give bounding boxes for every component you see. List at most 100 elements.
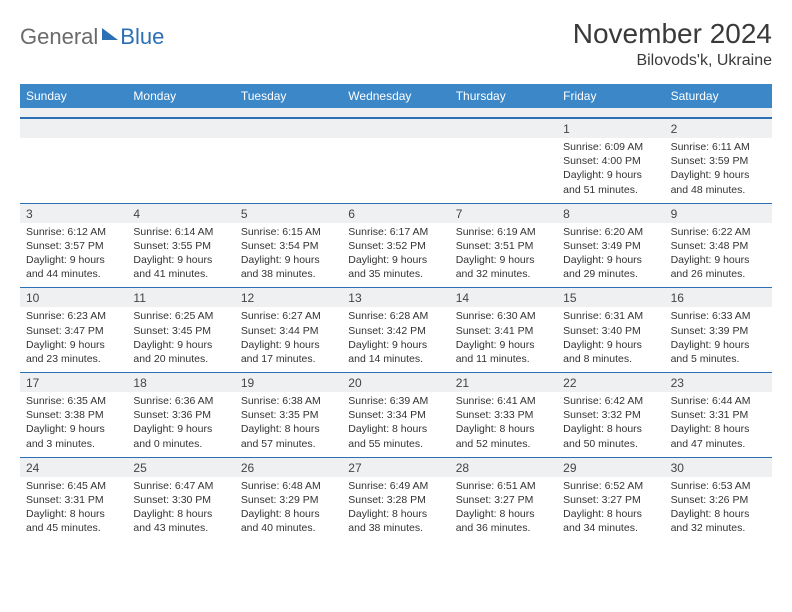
dow-thursday: Thursday (450, 84, 557, 108)
day-number: 12 (235, 287, 342, 307)
day-number: 10 (20, 287, 127, 307)
day-number: 20 (342, 372, 449, 392)
daylight-text: Daylight: 9 hours and 5 minutes. (671, 338, 766, 366)
sunrise-text: Sunrise: 6:49 AM (348, 479, 443, 493)
day-info: Sunrise: 6:45 AMSunset: 3:31 PMDaylight:… (20, 477, 127, 542)
sunset-text: Sunset: 3:31 PM (26, 493, 121, 507)
sunrise-text: Sunrise: 6:31 AM (563, 309, 658, 323)
day-info: Sunrise: 6:53 AMSunset: 3:26 PMDaylight:… (665, 477, 772, 542)
sunset-text: Sunset: 3:54 PM (241, 239, 336, 253)
day-number: 27 (342, 457, 449, 477)
day-number: 9 (665, 203, 772, 223)
day-number: 5 (235, 203, 342, 223)
sunset-text: Sunset: 3:40 PM (563, 324, 658, 338)
month-title: November 2024 (573, 18, 772, 50)
daynum-row: 3456789 (20, 203, 772, 223)
day-number: 3 (20, 203, 127, 223)
sunrise-text: Sunrise: 6:17 AM (348, 225, 443, 239)
daylight-text: Daylight: 8 hours and 32 minutes. (671, 507, 766, 535)
day-info: Sunrise: 6:33 AMSunset: 3:39 PMDaylight:… (665, 307, 772, 372)
day-info (235, 138, 342, 203)
sunset-text: Sunset: 4:00 PM (563, 154, 658, 168)
day-info: Sunrise: 6:35 AMSunset: 3:38 PMDaylight:… (20, 392, 127, 457)
day-info: Sunrise: 6:31 AMSunset: 3:40 PMDaylight:… (557, 307, 664, 372)
sunset-text: Sunset: 3:27 PM (563, 493, 658, 507)
day-number (235, 118, 342, 138)
day-number: 18 (127, 372, 234, 392)
sunrise-text: Sunrise: 6:48 AM (241, 479, 336, 493)
daylight-text: Daylight: 8 hours and 52 minutes. (456, 422, 551, 450)
daylight-text: Daylight: 8 hours and 38 minutes. (348, 507, 443, 535)
day-info: Sunrise: 6:30 AMSunset: 3:41 PMDaylight:… (450, 307, 557, 372)
spacer-row (20, 108, 772, 118)
day-info (127, 138, 234, 203)
sunset-text: Sunset: 3:59 PM (671, 154, 766, 168)
day-number: 16 (665, 287, 772, 307)
sunset-text: Sunset: 3:30 PM (133, 493, 228, 507)
sunset-text: Sunset: 3:34 PM (348, 408, 443, 422)
daylight-text: Daylight: 8 hours and 36 minutes. (456, 507, 551, 535)
dow-sunday: Sunday (20, 84, 127, 108)
sunset-text: Sunset: 3:27 PM (456, 493, 551, 507)
info-row: Sunrise: 6:35 AMSunset: 3:38 PM Daylight:… (20, 392, 772, 457)
day-info: Sunrise: 6:14 AMSunset: 3:55 PMDaylight:… (127, 223, 234, 288)
logo-text-general: General (20, 24, 98, 50)
dow-wednesday: Wednesday (342, 84, 449, 108)
location: Bilovods'k, Ukraine (573, 52, 772, 70)
sunset-text: Sunset: 3:57 PM (26, 239, 121, 253)
day-number: 26 (235, 457, 342, 477)
daylight-text: Daylight: 9 hours and 8 minutes. (563, 338, 658, 366)
day-info: Sunrise: 6:15 AMSunset: 3:54 PMDaylight:… (235, 223, 342, 288)
day-info: Sunrise: 6:39 AMSunset: 3:34 PMDaylight:… (342, 392, 449, 457)
sunrise-text: Sunrise: 6:14 AM (133, 225, 228, 239)
sunset-text: Sunset: 3:33 PM (456, 408, 551, 422)
day-info: Sunrise: 6:52 AMSunset: 3:27 PMDaylight:… (557, 477, 664, 542)
sunrise-text: Sunrise: 6:33 AM (671, 309, 766, 323)
sunrise-text: Sunrise: 6:42 AM (563, 394, 658, 408)
daylight-text: Daylight: 8 hours and 47 minutes. (671, 422, 766, 450)
daylight-text: Daylight: 9 hours and 51 minutes. (563, 168, 658, 196)
sunrise-text: Sunrise: 6:52 AM (563, 479, 658, 493)
day-number: 13 (342, 287, 449, 307)
day-info: Sunrise: 6:42 AMSunset: 3:32 PMDaylight:… (557, 392, 664, 457)
daylight-text: Daylight: 9 hours and 17 minutes. (241, 338, 336, 366)
daylight-text: Daylight: 8 hours and 55 minutes. (348, 422, 443, 450)
daylight-text: Daylight: 8 hours and 45 minutes. (26, 507, 121, 535)
daynum-row: 17181920212223 (20, 372, 772, 392)
sunrise-text: Sunrise: 6:20 AM (563, 225, 658, 239)
sunset-text: Sunset: 3:29 PM (241, 493, 336, 507)
sunrise-text: Sunrise: 6:35 AM (26, 394, 121, 408)
day-number: 24 (20, 457, 127, 477)
daylight-text: Daylight: 9 hours and 23 minutes. (26, 338, 121, 366)
sunset-text: Sunset: 3:45 PM (133, 324, 228, 338)
sunset-text: Sunset: 3:38 PM (26, 408, 121, 422)
daynum-row: 24252627282930 (20, 457, 772, 477)
daylight-text: Daylight: 9 hours and 41 minutes. (133, 253, 228, 281)
daylight-text: Daylight: 9 hours and 35 minutes. (348, 253, 443, 281)
day-info: Sunrise: 6:12 AMSunset: 3:57 PMDaylight:… (20, 223, 127, 288)
sunrise-text: Sunrise: 6:44 AM (671, 394, 766, 408)
dow-saturday: Saturday (665, 84, 772, 108)
daylight-text: Daylight: 9 hours and 14 minutes. (348, 338, 443, 366)
calendar: Sunday Monday Tuesday Wednesday Thursday… (20, 84, 772, 541)
daylight-text: Daylight: 9 hours and 11 minutes. (456, 338, 551, 366)
day-info: Sunrise: 6:19 AMSunset: 3:51 PMDaylight:… (450, 223, 557, 288)
day-info: Sunrise: 6:49 AMSunset: 3:28 PMDaylight:… (342, 477, 449, 542)
header: General Blue November 2024 Bilovods'k, U… (20, 18, 772, 70)
daylight-text: Daylight: 9 hours and 32 minutes. (456, 253, 551, 281)
day-number (342, 118, 449, 138)
daylight-text: Daylight: 8 hours and 34 minutes. (563, 507, 658, 535)
sunrise-text: Sunrise: 6:19 AM (456, 225, 551, 239)
dow-row: Sunday Monday Tuesday Wednesday Thursday… (20, 84, 772, 108)
day-number (127, 118, 234, 138)
dow-monday: Monday (127, 84, 234, 108)
day-number: 15 (557, 287, 664, 307)
sunrise-text: Sunrise: 6:53 AM (671, 479, 766, 493)
day-number: 4 (127, 203, 234, 223)
daynum-row: 12 (20, 118, 772, 138)
weeks-container: 12Sunrise: 6:09 AMSunset: 4:00 PMDayligh… (20, 118, 772, 541)
sunrise-text: Sunrise: 6:15 AM (241, 225, 336, 239)
sunrise-text: Sunrise: 6:11 AM (671, 140, 766, 154)
day-number: 23 (665, 372, 772, 392)
day-number: 2 (665, 118, 772, 138)
